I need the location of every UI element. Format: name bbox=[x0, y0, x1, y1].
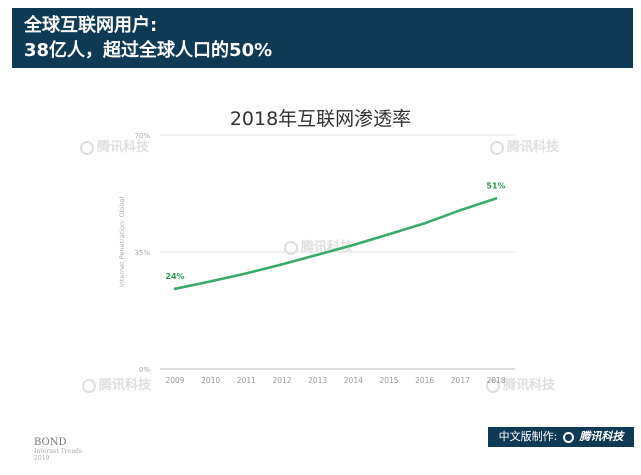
watermark-top-right: 腾讯科技 bbox=[490, 136, 559, 155]
data-label: 51% bbox=[486, 182, 505, 191]
x-tick-label: 2009 bbox=[165, 376, 184, 385]
source-logo: BOND Internet Trends 2019 bbox=[34, 437, 82, 462]
watermark-bottom-left: 腾讯科技 bbox=[82, 374, 151, 393]
watermark-logo-icon bbox=[490, 140, 504, 155]
watermark-logo-icon bbox=[82, 378, 96, 393]
x-tick-label: 2011 bbox=[237, 376, 256, 385]
watermark-logo-icon bbox=[486, 378, 500, 393]
source-year: 2019 bbox=[34, 455, 50, 462]
data-point bbox=[245, 272, 248, 275]
data-point bbox=[423, 222, 426, 225]
watermark-logo-icon bbox=[284, 240, 298, 255]
data-point bbox=[388, 233, 390, 236]
x-tick-label: 2014 bbox=[344, 376, 363, 385]
x-tick-label: 2015 bbox=[379, 376, 398, 385]
y-tick-label: 0% bbox=[139, 366, 150, 374]
data-point bbox=[316, 253, 319, 256]
source-brand: BOND bbox=[34, 437, 67, 448]
x-tick-label: 2012 bbox=[272, 376, 291, 385]
x-tick-label: 2013 bbox=[308, 376, 327, 385]
data-point bbox=[459, 209, 462, 212]
header-line-2: 38亿人，超过全球人口的50% bbox=[24, 40, 273, 61]
y-tick-label: 70% bbox=[134, 132, 150, 140]
y-axis-label: Internet Penetration: Global bbox=[118, 197, 126, 288]
badge-brand: 腾讯科技 bbox=[579, 430, 624, 443]
data-point bbox=[352, 244, 355, 246]
x-tick-label: 2017 bbox=[451, 376, 470, 385]
data-label: 24% bbox=[165, 272, 184, 281]
x-tick-label: 2016 bbox=[415, 376, 434, 385]
slide-header: 全球互联网用户: 38亿人，超过全球人口的50% bbox=[12, 8, 633, 68]
header-line-1: 全球互联网用户: bbox=[24, 15, 158, 36]
source-sub: Internet Trends bbox=[34, 448, 83, 455]
x-tick-label: 2018 bbox=[486, 376, 505, 385]
watermark-center: 腾讯科技 bbox=[284, 236, 353, 255]
credit-badge: 中文版制作: 腾讯科技 bbox=[488, 427, 634, 447]
series-line-0 bbox=[173, 197, 498, 291]
data-point bbox=[209, 280, 212, 283]
badge-prefix: 中文版制作: bbox=[498, 430, 558, 443]
data-point bbox=[495, 197, 497, 200]
data-point bbox=[281, 263, 283, 266]
chart-title: 2018年互联网渗透率 bbox=[229, 108, 412, 130]
data-point bbox=[174, 287, 176, 290]
y-tick-label: 35% bbox=[134, 249, 150, 257]
watermark-top-left: 腾讯科技 bbox=[80, 136, 149, 155]
watermark-logo-icon bbox=[80, 140, 94, 155]
watermark-bottom-right: 腾讯科技 bbox=[486, 374, 555, 393]
tencent-logo-icon bbox=[562, 431, 574, 443]
x-tick-label: 2010 bbox=[201, 376, 220, 385]
